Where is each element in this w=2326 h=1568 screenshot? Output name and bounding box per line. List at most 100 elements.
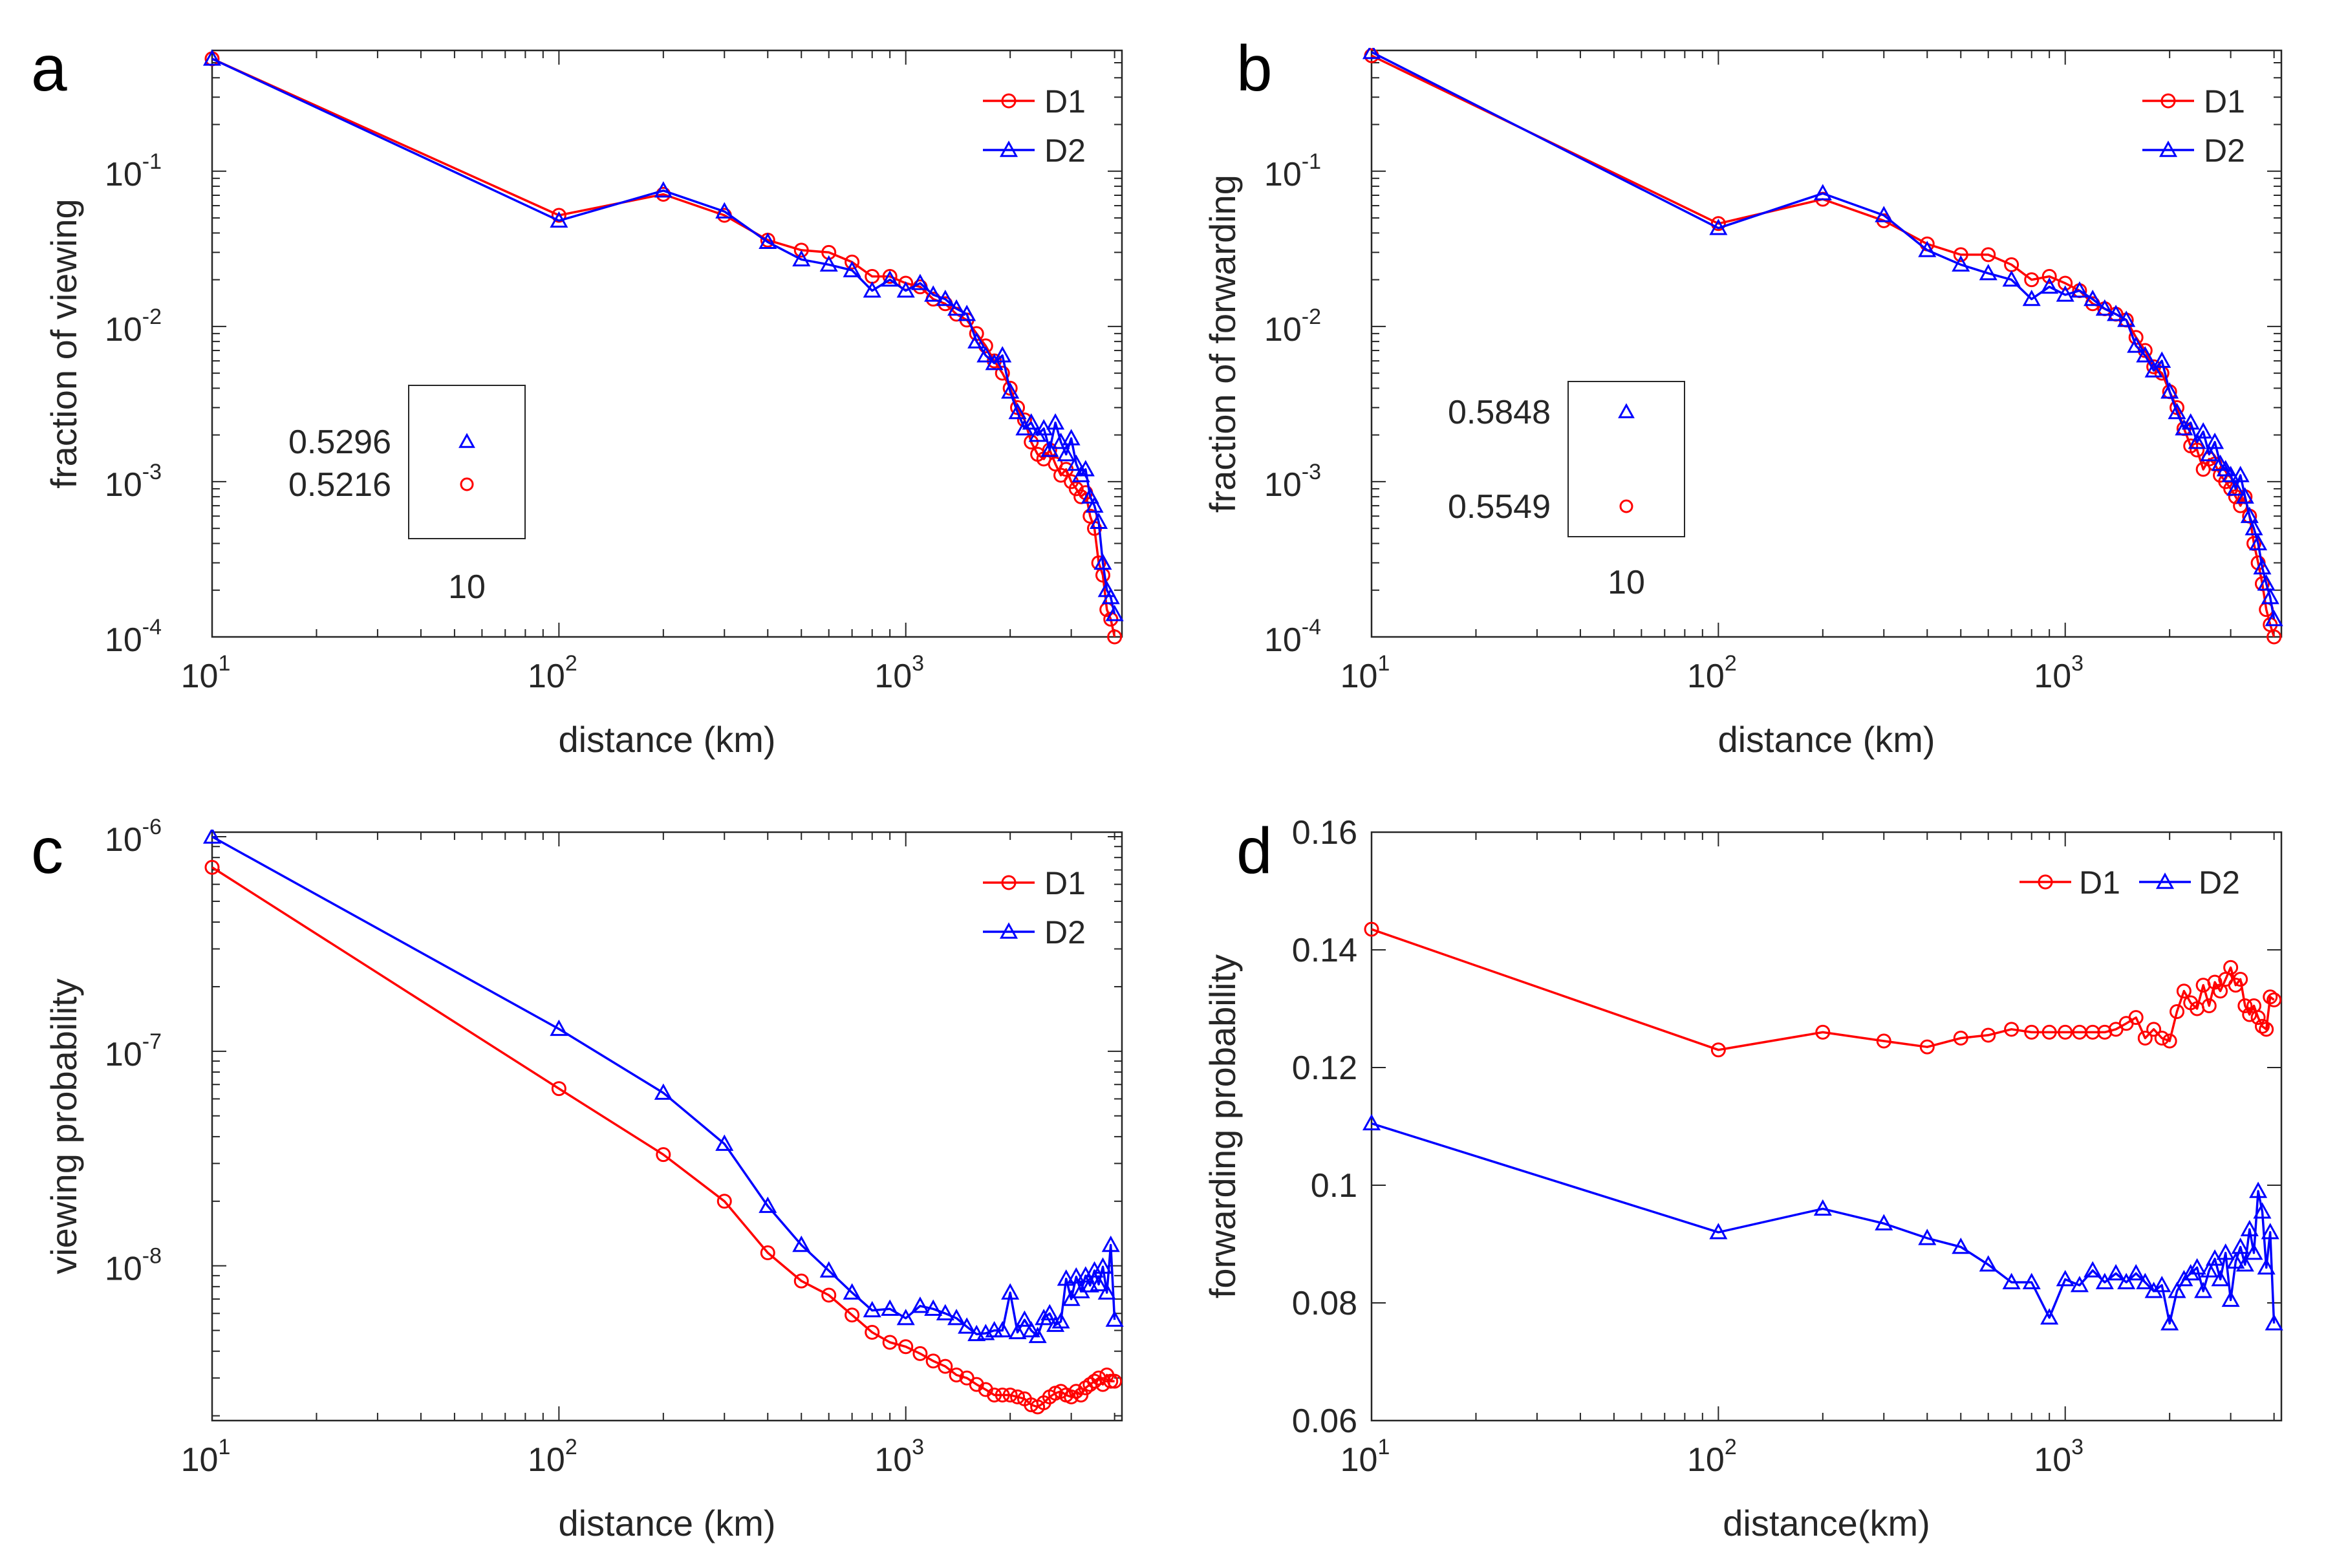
data-point-circle bbox=[1073, 489, 1089, 504]
y-tick-base: 10 bbox=[1264, 311, 1302, 349]
data-point-circle bbox=[2267, 992, 2282, 1007]
x-tick-label: 103 bbox=[874, 651, 924, 695]
series-line-D2 bbox=[211, 835, 1116, 1338]
data-point-triangle bbox=[2159, 140, 2178, 157]
data-point-triangle bbox=[715, 1134, 734, 1151]
data-point-triangle bbox=[976, 346, 995, 363]
data-point-triangle bbox=[1008, 1322, 1027, 1340]
data-point-triangle bbox=[1952, 1237, 1970, 1254]
data-point-triangle bbox=[2194, 1282, 2213, 1298]
data-point-circle bbox=[2024, 272, 2040, 288]
data-point-triangle bbox=[2226, 1252, 2245, 1269]
data-point-triangle bbox=[1875, 206, 1893, 222]
data-point-triangle bbox=[881, 270, 899, 287]
data-point-triangle bbox=[2084, 290, 2102, 306]
y-tick-exponent: -8 bbox=[142, 1244, 162, 1269]
y-tick-label: 10-4 bbox=[1264, 615, 1321, 659]
series-line-D1 bbox=[211, 866, 1115, 1408]
data-point-triangle bbox=[819, 255, 838, 272]
data-point-triangle bbox=[2168, 1282, 2186, 1298]
y-tick-label: 0.12 bbox=[1292, 1049, 1357, 1087]
data-point-circle bbox=[2137, 1031, 2153, 1046]
x-axis-label: distance (km) bbox=[1718, 719, 1935, 760]
data-point-triangle bbox=[2136, 346, 2155, 363]
legend-label-D1: D1 bbox=[1044, 865, 1086, 901]
y-tick-base: 10 bbox=[105, 1251, 142, 1288]
y-tick-exponent: -2 bbox=[142, 305, 162, 329]
data-point-triangle bbox=[2002, 1273, 2021, 1289]
inset-value-D1: 0.5549 bbox=[1448, 488, 1551, 526]
data-point-triangle bbox=[654, 1083, 673, 1100]
inset-x-label: 10 bbox=[448, 568, 486, 606]
axes-box bbox=[211, 831, 1123, 1422]
data-point-triangle bbox=[2257, 1258, 2276, 1275]
plot-area bbox=[202, 49, 1124, 645]
data-point-triangle bbox=[2261, 1223, 2279, 1240]
data-point-circle bbox=[2267, 629, 2282, 645]
y-tick-exponent: -6 bbox=[142, 815, 162, 839]
data-point-triangle bbox=[2221, 466, 2240, 482]
data-point-triangle bbox=[924, 285, 943, 302]
data-point-triangle bbox=[1008, 403, 1027, 420]
y-tick-label: 10-4 bbox=[105, 615, 162, 659]
data-point-triangle bbox=[1097, 1283, 1116, 1300]
data-point-triangle bbox=[2188, 1258, 2206, 1275]
data-point-circle bbox=[2128, 1010, 2144, 1026]
data-point-circle bbox=[1001, 875, 1017, 890]
data-point-circle bbox=[1981, 1027, 1996, 1043]
data-point-circle bbox=[793, 1273, 809, 1289]
y-tick-label: 0.16 bbox=[1292, 814, 1357, 852]
x-tick-exponent: 3 bbox=[2071, 1435, 2084, 1459]
data-point-triangle bbox=[2249, 1181, 2268, 1198]
data-point-triangle bbox=[2226, 479, 2245, 496]
y-tick-exponent: -3 bbox=[1302, 460, 1321, 484]
data-point-circle bbox=[760, 1245, 775, 1261]
data-point-triangle bbox=[1001, 382, 1020, 399]
x-tick-exponent: 3 bbox=[912, 651, 924, 676]
data-point-triangle bbox=[1057, 445, 1075, 462]
data-point-circle bbox=[1001, 93, 1017, 109]
data-point-triangle bbox=[2181, 413, 2200, 430]
data-point-triangle bbox=[896, 281, 915, 298]
data-point-circle bbox=[204, 859, 220, 875]
panel-d: 101 102 1030.060.080.10.120.140.16distance… bbox=[1202, 814, 2283, 1543]
data-point-triangle bbox=[958, 305, 976, 321]
data-point-triangle bbox=[993, 346, 1012, 363]
data-point-triangle bbox=[2070, 281, 2089, 298]
y-tick-label: 0.08 bbox=[1292, 1285, 1357, 1322]
y-tick-label: 10-6 bbox=[105, 815, 162, 859]
y-tick-label: 10-2 bbox=[1264, 305, 1321, 349]
data-point-triangle bbox=[2245, 519, 2263, 535]
data-point-triangle bbox=[2022, 1273, 2041, 1289]
legend-label-D2: D2 bbox=[1044, 133, 1086, 169]
y-tick-label: 0.14 bbox=[1292, 932, 1357, 969]
plot-area bbox=[202, 830, 1124, 1415]
data-point-triangle bbox=[863, 1300, 881, 1318]
data-point-circle bbox=[2250, 1010, 2266, 1026]
data-point-triangle bbox=[936, 1304, 954, 1320]
data-point-triangle bbox=[2249, 533, 2268, 551]
data-point-circle bbox=[1002, 1387, 1018, 1402]
axes-box bbox=[211, 49, 1123, 638]
y-tick-label: 10-8 bbox=[105, 1244, 162, 1288]
data-point-triangle bbox=[967, 332, 986, 349]
data-point-triangle bbox=[2235, 1255, 2254, 1272]
y-tick-label: 10-3 bbox=[105, 460, 162, 504]
data-point-triangle bbox=[2095, 299, 2114, 316]
data-point-triangle bbox=[2107, 1263, 2126, 1281]
data-point-triangle bbox=[2117, 1273, 2136, 1289]
y-tick-exponent: -3 bbox=[142, 460, 162, 484]
data-point-circle bbox=[2259, 1022, 2274, 1037]
data-point-triangle bbox=[202, 49, 222, 66]
data-point-triangle bbox=[2095, 1273, 2114, 1289]
data-point-triangle bbox=[2240, 1219, 2259, 1236]
data-point-triangle bbox=[958, 1317, 976, 1334]
data-point-triangle bbox=[1362, 1113, 1381, 1131]
data-point-circle bbox=[949, 1367, 964, 1382]
data-point-circle bbox=[551, 1081, 566, 1097]
data-point-triangle bbox=[1105, 605, 1124, 621]
data-point-triangle bbox=[2235, 487, 2254, 504]
data-point-triangle bbox=[2168, 403, 2186, 420]
legend-label-D1: D1 bbox=[2204, 83, 2245, 120]
